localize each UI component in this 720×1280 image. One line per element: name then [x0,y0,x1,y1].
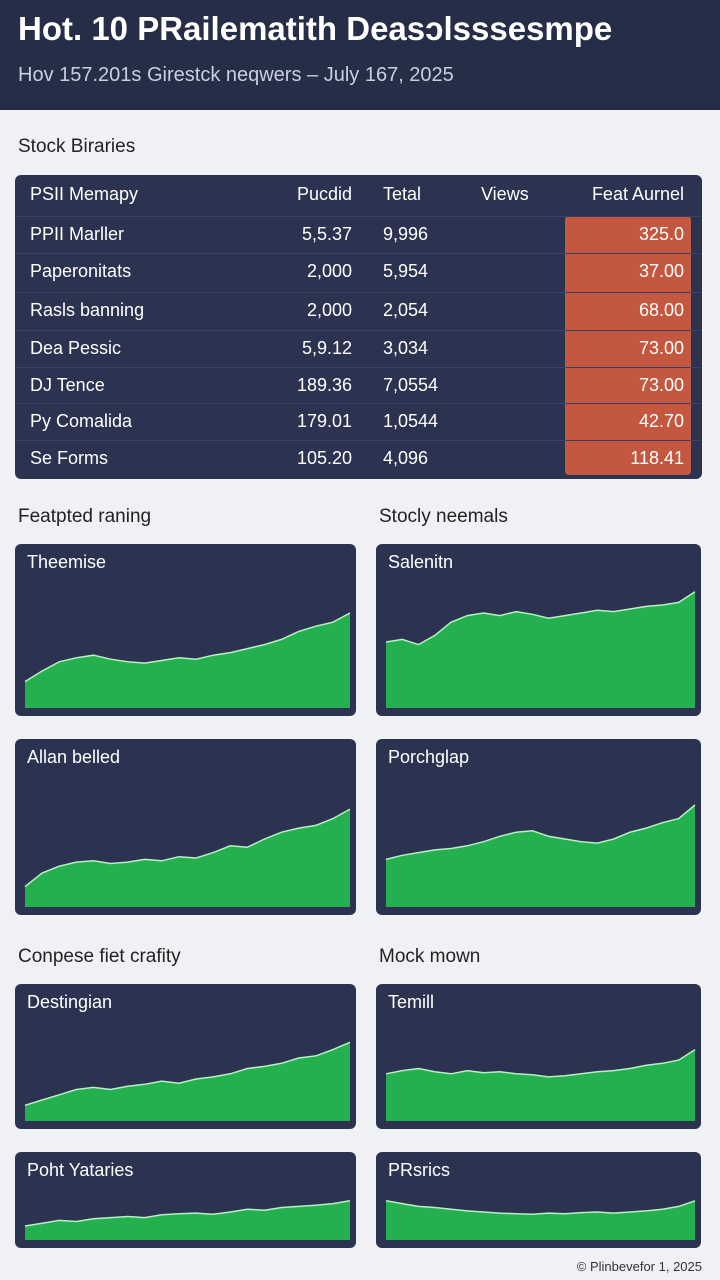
area [25,1200,350,1240]
row-divider [16,440,702,441]
section-title: Stocly neemals [379,506,508,527]
table-cell: 325.0 [638,224,684,244]
column-header: PSII Memapy [30,184,139,204]
table-cell: Dea Pessic [30,338,122,358]
chart-card: Poht Yataries [15,1152,356,1248]
line [385,1048,696,1078]
table-cell: 42.70 [638,411,684,431]
area [25,613,350,708]
table-cell: 2,000 [306,261,352,281]
line [24,1200,351,1227]
line [385,804,696,861]
area [386,591,695,708]
table-cell: 2,054 [383,300,429,320]
row-divider [16,330,702,331]
table-cell: DJ Tence [30,375,105,395]
table-cell: 105.20 [296,448,352,468]
page-subtitle: Hov 157.201s Girestck neqwers – July 167… [18,64,454,86]
chart-label: Poht Yataries [27,1160,133,1180]
table-cell: 2,000 [306,300,352,320]
sparkline: Theemise [24,552,351,708]
line [24,808,351,888]
chart-card: PRsrics [376,1152,701,1248]
chart-card: Temill [376,984,701,1129]
area [386,805,695,907]
column-header: Tetal [383,184,422,204]
table-cell: 73.00 [638,338,684,358]
table-cell: PPII Marller [30,224,125,244]
chart-label: Salenitn [388,552,453,572]
row-divider [16,216,702,217]
chart-label: Allan belled [27,747,120,767]
sparkline: Porchglap [385,747,696,907]
sparkline: Salenitn [385,552,696,708]
area [386,1049,695,1121]
chart-label: Destingian [27,992,112,1012]
chart-card: Porchglap [376,739,701,915]
chart-card: Allan belled [15,739,356,915]
header: Hot. 10 PRailematith Deasɔlsssesmpe Hov … [0,0,720,110]
table-cell: 4,096 [383,448,429,468]
column-header: Views [481,184,529,204]
page-title: Hot. 10 PRailematith Deasɔlsssesmpe [18,10,613,47]
sparkline: Poht Yataries [24,1160,351,1240]
row-divider [16,367,702,368]
table-cell: Rasls banning [30,300,145,320]
line [385,591,696,646]
table-cell: 37.00 [638,261,684,281]
line [24,1041,351,1107]
table-cell: 179.01 [296,411,352,431]
sparkline: Destingian [24,992,351,1121]
chart-label: PRsrics [388,1160,450,1180]
line [24,612,351,683]
table-cell: 73.00 [638,375,684,395]
table-cell: 5,954 [383,261,429,281]
table-cell: 3,034 [383,338,429,358]
highlight-column [565,216,691,475]
column-header: Pucdid [296,184,352,204]
table-title: Stock Biraries [18,136,136,157]
chart-label: Theemise [27,552,106,572]
table-cell: 189.36 [296,375,352,395]
column-header: Feat Aurnel [591,184,684,204]
chart-label: Temill [388,992,434,1012]
line [385,1200,696,1215]
row-divider [16,292,702,293]
table-cell: Se Forms [30,448,109,468]
chart-card: Destingian [15,984,356,1129]
section-title: Featpted raning [18,506,152,527]
section-title: Mock mown [379,946,481,967]
sparkline: PRsrics [385,1160,696,1240]
sparkline: Temill [385,992,696,1121]
table-cell: 118.41 [630,448,684,468]
sparkline: Allan belled [24,747,351,907]
footer: © Plinbevefor 1, 2025 [576,1259,702,1274]
table-cell: 5,9.12 [301,338,352,358]
table-cell: 9,996 [383,224,429,244]
chart-card: Theemise [15,544,356,716]
table-cell: 5,5.37 [301,224,352,244]
row-divider [16,403,702,404]
table-cell: 7,0554 [383,375,439,395]
section-title: Conpese fiet crafity [18,946,181,967]
chart-card: Salenitn [376,544,701,716]
table-cell: Paperonitats [30,261,132,281]
table-cell: 1,0544 [383,411,439,431]
table-cell: Py Comalida [30,411,133,431]
chart-label: Porchglap [388,747,469,767]
row-divider [16,253,702,254]
table-cell: 68.00 [638,300,684,320]
